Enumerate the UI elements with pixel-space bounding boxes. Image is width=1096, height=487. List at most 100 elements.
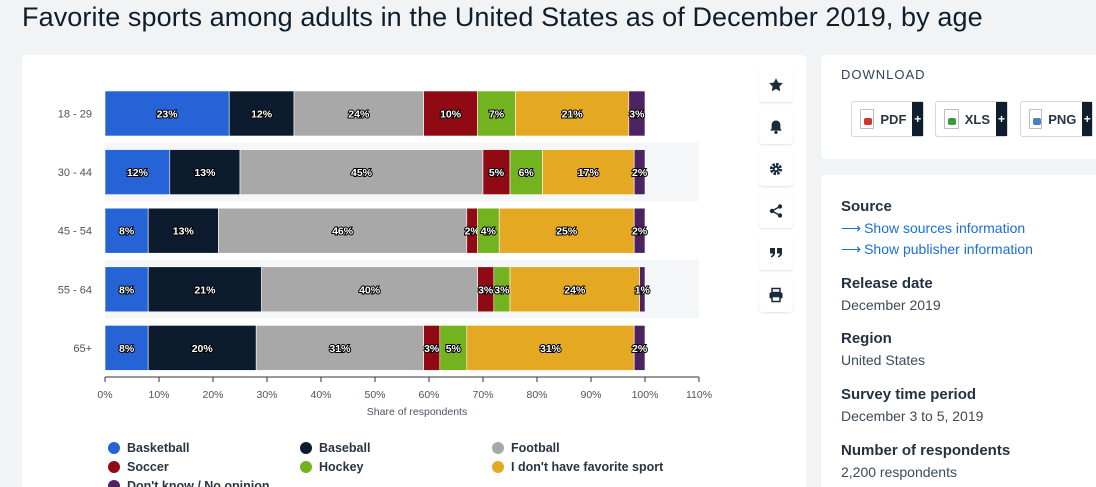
bar-segment (515, 90, 630, 137)
download-pdf-button[interactable]: PDF + (851, 101, 924, 137)
quote-icon (770, 248, 782, 258)
x-tick-label: 100% (632, 389, 659, 401)
bar-segment (633, 149, 646, 195)
show-publisher-text: Show publisher information (864, 241, 1033, 257)
download-pdf-label: PDF (880, 111, 907, 127)
bar-segment (628, 90, 646, 137)
bar-segment (261, 266, 478, 313)
legend-item[interactable]: Football (492, 441, 560, 455)
show-publisher-link[interactable]: ⟶ Show publisher information (841, 241, 1033, 258)
bar-data-label: 1% (635, 284, 651, 296)
xls-file-icon (944, 109, 959, 129)
bar-segment (104, 90, 230, 137)
download-panel: DOWNLOAD PDF + XLS + PNG + (821, 55, 1096, 159)
stacked-bar-chart: 0% 10% 20% 30% 40% 50% 60% 70% 80% 90% 100% 110% Sha… (58, 90, 712, 418)
download-xls-button[interactable]: XLS + (935, 101, 1008, 137)
legend-swatch (300, 461, 312, 473)
bar-segment (423, 90, 478, 137)
bar-segment (509, 266, 640, 313)
download-title: DOWNLOAD (841, 67, 926, 82)
bar-data-label: 4% (481, 226, 497, 238)
legend-swatch (492, 461, 504, 473)
legend-swatch (108, 480, 120, 487)
bar-data-label: 46% (332, 226, 354, 238)
x-tick-label: 0% (97, 389, 112, 401)
download-xls-plus: + (996, 102, 1007, 136)
bar-data-label: 45% (351, 167, 373, 179)
y-category-label: 18 - 29 (58, 109, 92, 121)
bar-segment (104, 325, 149, 371)
arrow-right-icon: ⟶ (841, 241, 862, 257)
legend-item[interactable]: Hockey (300, 460, 363, 474)
show-sources-text: Show sources information (864, 220, 1026, 236)
page-title: Favorite sports among adults in the Unit… (22, 2, 983, 32)
bar-data-label: 8% (119, 343, 135, 355)
print-icon (769, 287, 783, 303)
bar-data-label: 6% (519, 167, 535, 179)
survey-period-value: December 3 to 5, 2019 (841, 408, 984, 424)
respondents-value: 2,200 respondents (841, 464, 957, 480)
bar-data-label: 13% (173, 226, 195, 238)
bar-segment (104, 266, 149, 313)
legend-item[interactable]: Basketball (108, 441, 190, 455)
pdf-file-icon (860, 109, 875, 129)
y-category-label: 45 - 54 (58, 226, 92, 238)
release-date-label: Release date (841, 275, 933, 292)
legend-label: Soccer (127, 460, 169, 474)
release-date-value: December 2019 (841, 297, 941, 313)
bar-data-label: 7% (489, 109, 505, 121)
bell-icon (770, 120, 782, 134)
bar-data-label: 3% (478, 284, 494, 296)
legend-item[interactable]: Soccer (108, 460, 169, 474)
bar-segment (104, 207, 149, 254)
legend-label: Baseball (319, 441, 371, 455)
legend-item[interactable]: I don't have favorite sport (492, 460, 663, 474)
notification-button[interactable] (759, 110, 793, 144)
bar-segment (104, 149, 171, 195)
bar-data-label: 2% (465, 226, 481, 238)
y-category-label: 30 - 44 (58, 167, 92, 179)
bar-data-label: 31% (540, 343, 562, 355)
cite-button[interactable] (759, 236, 793, 270)
x-tick-label: 90% (580, 389, 601, 401)
bar-segment (228, 90, 295, 137)
bar-data-label: 3% (424, 343, 440, 355)
download-xls-label: XLS (964, 111, 991, 127)
download-png-button[interactable]: PNG + (1020, 101, 1093, 137)
legend-item[interactable]: Baseball (300, 441, 370, 455)
bar-data-label: 23% (157, 109, 179, 121)
bar-data-label: 3% (629, 109, 645, 121)
bar-data-label: 5% (489, 167, 505, 179)
download-png-plus: + (1082, 102, 1092, 136)
arrow-right-icon: ⟶ (841, 220, 862, 236)
bar-segment (633, 207, 646, 254)
x-tick-label: 60% (418, 389, 439, 401)
show-sources-link[interactable]: ⟶ Show sources information (841, 220, 1025, 237)
bar-data-label: 31% (329, 343, 351, 355)
info-panel: Source ⟶ Show sources information ⟶ Show p… (821, 175, 1096, 487)
share-button[interactable] (759, 194, 793, 228)
settings-button[interactable] (759, 152, 793, 186)
favorite-button[interactable] (759, 68, 793, 102)
y-category-label: 55 - 64 (58, 284, 92, 296)
bar-data-label: 12% (251, 109, 273, 121)
respondents-label: Number of respondents (841, 442, 1011, 459)
bar-data-label: 12% (127, 167, 149, 179)
bar-data-label: 2% (632, 167, 648, 179)
legend-label: Football (511, 441, 560, 455)
bar-data-label: 40% (359, 284, 381, 296)
bar-data-label: 8% (119, 284, 135, 296)
bar-segment (147, 266, 262, 313)
bar-data-label: 3% (494, 284, 510, 296)
bar-segment (542, 149, 635, 195)
pdf-badge (864, 118, 872, 125)
star-icon (769, 78, 783, 92)
legend-item[interactable]: Don't know / No opinion (108, 479, 270, 487)
legend-swatch (492, 442, 504, 454)
bar-segment (498, 207, 635, 254)
print-button[interactable] (759, 278, 793, 312)
bar-data-label: 24% (564, 284, 586, 296)
legend-label: Hockey (319, 460, 364, 474)
bar-segment (639, 266, 646, 313)
share-icon (769, 204, 783, 218)
